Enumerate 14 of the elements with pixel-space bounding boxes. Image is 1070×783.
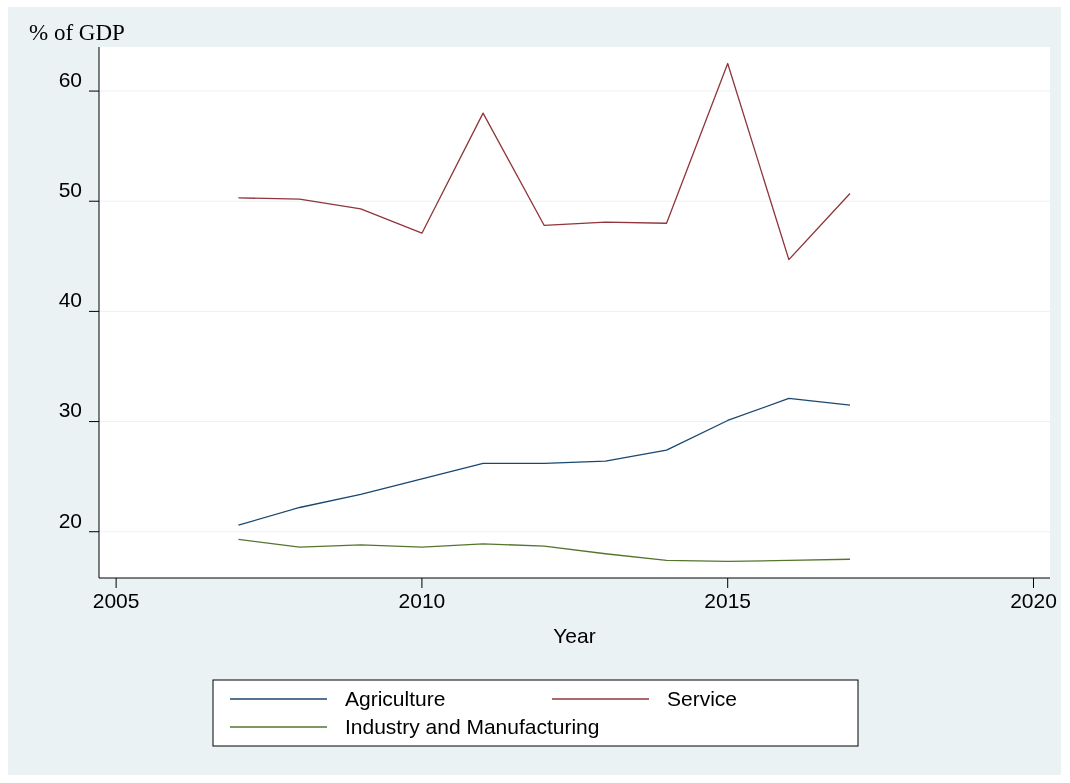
x-tick-label: 2010	[398, 589, 446, 612]
legend-label: Agriculture	[345, 687, 446, 710]
y-tick-label: 60	[58, 67, 82, 91]
y-tick-label: 20	[58, 508, 82, 532]
x-axis-title: Year	[553, 624, 596, 647]
legend-label: Service	[667, 687, 738, 710]
y-tick-label: 30	[58, 398, 82, 422]
x-tick-label: 2005	[92, 589, 140, 612]
x-tick-label: 2015	[704, 589, 752, 612]
y-tick-label: 50	[58, 178, 82, 202]
x-tick-label: 2020	[1010, 589, 1057, 612]
y-axis-title: % of GDP	[29, 20, 125, 45]
legend-label: Industry and Manufacturing	[345, 715, 600, 738]
y-tick-label: 40	[58, 288, 82, 312]
